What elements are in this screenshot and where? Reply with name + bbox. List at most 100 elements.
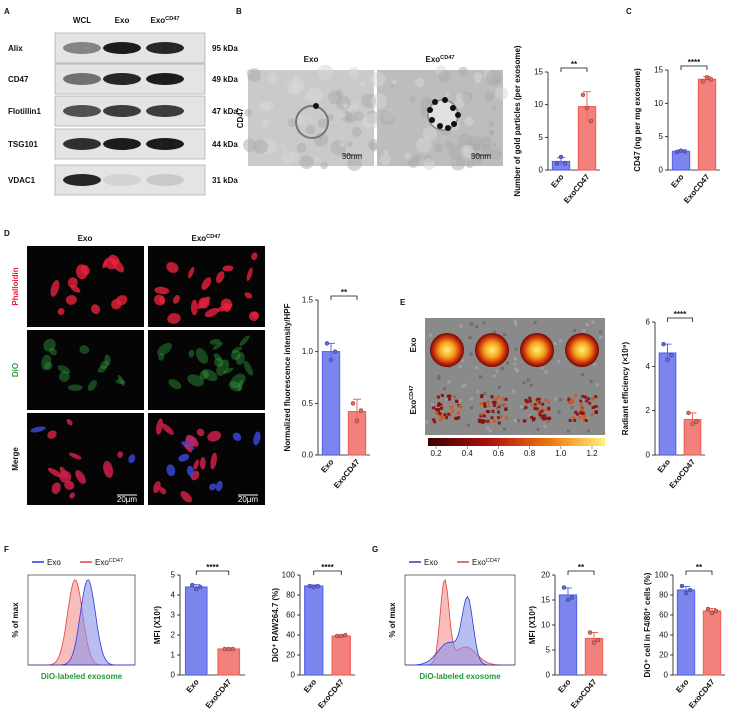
bar (697, 78, 717, 171)
cell (69, 492, 76, 499)
data-point (678, 148, 684, 153)
cell (237, 379, 243, 392)
bar (184, 586, 208, 676)
cell (215, 480, 223, 492)
significance: **** (206, 563, 219, 572)
gold-dot (437, 123, 443, 129)
ivis-noise (513, 367, 517, 371)
ivis-spot (497, 403, 501, 407)
hist-ylabel: % of max (11, 602, 20, 638)
data-point (708, 77, 714, 82)
hist-blue (28, 579, 135, 666)
ivis-spot (437, 402, 441, 406)
em-noise (404, 152, 412, 160)
ivis-spot (537, 401, 541, 405)
em-noise (313, 132, 329, 147)
ivis-spot (443, 413, 447, 417)
em-noise (390, 83, 395, 88)
data-point (226, 646, 231, 652)
cell (196, 428, 205, 437)
ivis-spot (573, 418, 577, 422)
blot-band (146, 73, 184, 85)
ivis-spot (490, 395, 494, 399)
em-noise (336, 95, 351, 110)
ivis-spot (540, 409, 544, 413)
em-noise (350, 102, 359, 111)
blot-row-label: TSG101 (8, 140, 38, 149)
ivis-noise (515, 369, 519, 373)
em-stain: CD47 (236, 107, 245, 128)
micro-header-base: Exo (78, 234, 93, 243)
ivis-spot (493, 400, 497, 404)
ivis-spot (438, 412, 442, 416)
ivis-spot (436, 410, 440, 414)
ivis-spot (454, 416, 458, 420)
gold-dot (429, 117, 435, 123)
ivis-noise (517, 419, 521, 423)
em-noise (454, 99, 465, 110)
ivis-noise (553, 342, 557, 346)
em-noise (391, 79, 397, 85)
legend-label-base: Exo (95, 558, 109, 567)
em-noise (307, 116, 313, 122)
ivis-spot (545, 407, 549, 411)
em-noise (465, 160, 474, 169)
data-point (584, 105, 590, 111)
cell (97, 365, 107, 373)
lane-label: Exo (115, 16, 130, 25)
data-point (222, 646, 227, 652)
ivis-spot (504, 416, 508, 420)
ivis-spot (546, 419, 550, 423)
data-point (311, 584, 316, 590)
ivis-spot (440, 394, 444, 398)
micro-image (27, 246, 144, 327)
data-point (194, 586, 199, 592)
cell (57, 365, 71, 374)
ivis-spot (501, 397, 505, 401)
em-noise (438, 70, 451, 83)
ivis-spot (481, 420, 485, 424)
em-noise (379, 154, 391, 166)
ivis-spot (487, 404, 491, 408)
ivis-noise (463, 383, 467, 387)
ivis-spot (591, 397, 595, 401)
cell (102, 260, 109, 269)
cell (193, 459, 200, 470)
ivis-spot (571, 416, 575, 420)
data-point (687, 587, 693, 593)
em-noise (346, 141, 353, 148)
em-noise (471, 154, 483, 166)
x-tick-label: Exo (556, 677, 572, 694)
ivis-noise (559, 398, 563, 402)
em-noise (414, 154, 422, 162)
significance: **** (674, 310, 687, 319)
ivis-noise (533, 320, 537, 324)
ivis-noise (513, 319, 517, 323)
cell (186, 465, 194, 477)
ivis-spot (580, 403, 584, 407)
micro-row-label: Merge (11, 447, 20, 471)
cell (157, 342, 172, 356)
hist-xlabel: DiO-labeled exosome (41, 672, 123, 681)
ivis-spot (534, 403, 538, 407)
cell (230, 373, 246, 389)
blot-band (63, 138, 101, 150)
cell (87, 380, 97, 391)
ivis-spot (439, 415, 443, 419)
cell (156, 418, 164, 435)
blot-row-label: Flotillin1 (8, 107, 41, 116)
ivis-spot (585, 399, 589, 403)
em-noise (253, 139, 268, 154)
ivis-spot (436, 395, 440, 399)
ivis-spot (459, 405, 463, 409)
ivis-noise (428, 333, 432, 337)
em-noise (286, 80, 302, 95)
ivis-spot (538, 413, 542, 417)
em-noise (351, 127, 362, 138)
lane-label: WCL (73, 16, 91, 25)
significance: **** (321, 563, 334, 572)
ivis-noise (595, 404, 599, 408)
x-tick-label: ExoCD47 (687, 677, 717, 710)
ivis-noise (572, 328, 576, 332)
x-tick-label: Exo (669, 172, 685, 189)
